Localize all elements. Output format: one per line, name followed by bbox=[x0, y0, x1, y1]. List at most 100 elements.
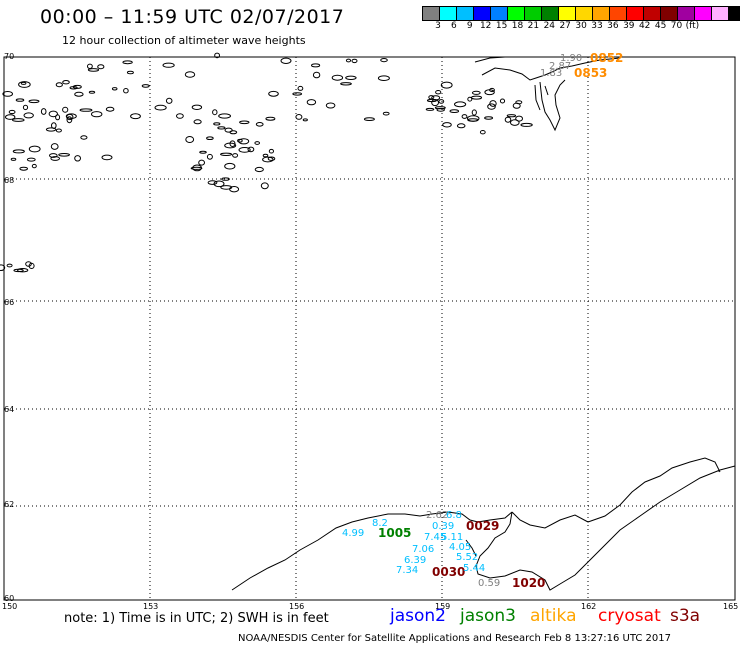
ice-contour bbox=[165, 97, 173, 104]
ice-contour bbox=[229, 186, 240, 193]
colorbar-label: 39 bbox=[623, 21, 635, 31]
ice-contour bbox=[254, 141, 261, 145]
ice-contour bbox=[55, 82, 63, 88]
wave-height-value: 7.45 bbox=[424, 532, 447, 543]
ice-contour bbox=[185, 136, 195, 143]
longitude-label: 156 bbox=[289, 602, 305, 611]
ice-contour bbox=[224, 142, 237, 149]
colorbar-swatch bbox=[694, 6, 712, 21]
ice-contour bbox=[69, 86, 78, 90]
colorbar-label: 70 bbox=[670, 21, 683, 31]
ice-contour bbox=[80, 135, 88, 140]
wave-height-value: 6.39 bbox=[404, 555, 427, 566]
ice-contour bbox=[499, 98, 506, 104]
pass-time-label: 0852 bbox=[590, 51, 624, 65]
ice-contour bbox=[28, 99, 40, 104]
colorbar-swatch bbox=[456, 6, 474, 21]
ice-contour bbox=[91, 111, 103, 118]
ice-contour bbox=[126, 70, 134, 75]
ice-contour bbox=[442, 122, 452, 128]
ice-contour bbox=[74, 91, 84, 97]
ice-contour bbox=[471, 109, 477, 116]
ice-contour bbox=[461, 114, 468, 119]
ice-contour bbox=[345, 75, 357, 81]
colorbar-swatch bbox=[575, 6, 593, 21]
ice-contour bbox=[88, 90, 96, 94]
ice-contour bbox=[25, 261, 32, 267]
ice-contour bbox=[224, 162, 236, 170]
ice-contour bbox=[62, 106, 69, 113]
ice-contour bbox=[212, 109, 218, 116]
colorbar-label: 9 bbox=[466, 21, 473, 31]
legend-cryosat: cryosat bbox=[598, 606, 661, 626]
ice-contour bbox=[340, 82, 352, 86]
ice-contour bbox=[268, 148, 274, 154]
ice-contour bbox=[467, 96, 473, 102]
colorbar-label: 30 bbox=[575, 21, 587, 31]
ice-contour bbox=[87, 63, 93, 70]
ice-contour bbox=[130, 113, 141, 120]
ice-contour bbox=[470, 95, 483, 100]
wave-height-value: 7.06 bbox=[412, 544, 435, 555]
wave-height-value: 5.52 bbox=[456, 552, 479, 563]
ice-contour bbox=[232, 153, 239, 158]
ice-contour bbox=[254, 166, 264, 173]
ice-contour bbox=[20, 81, 27, 85]
legend-jason2: jason2 bbox=[390, 606, 446, 626]
colorbar-swatch bbox=[677, 6, 695, 21]
colorbar-swatch bbox=[524, 6, 542, 21]
ice-contour bbox=[176, 113, 184, 119]
ice-contour bbox=[0, 264, 6, 271]
page-subtitle: 12 hour collection of altimeter wave hei… bbox=[62, 34, 306, 47]
ice-contour bbox=[434, 106, 446, 110]
ice-contour bbox=[48, 110, 58, 118]
longitude-label: 150 bbox=[2, 602, 18, 611]
wave-height-value: 0.39 bbox=[432, 521, 455, 532]
ice-contour bbox=[123, 88, 129, 94]
ice-contour bbox=[5, 114, 16, 120]
ice-contour bbox=[220, 152, 233, 157]
ice-contour bbox=[306, 99, 317, 106]
ice-contour bbox=[122, 60, 133, 65]
ice-contour bbox=[141, 84, 150, 88]
ice-contour bbox=[217, 126, 226, 130]
ice-contour bbox=[50, 143, 59, 150]
ice-contour bbox=[17, 268, 29, 273]
ice-contour bbox=[220, 185, 233, 190]
ice-contour bbox=[239, 120, 250, 125]
ice-contour bbox=[154, 104, 167, 111]
ice-contour bbox=[206, 136, 214, 140]
ice-contour bbox=[487, 103, 496, 110]
ice-contour bbox=[260, 182, 269, 190]
ice-contour bbox=[435, 90, 442, 95]
longitude-label: 162 bbox=[581, 602, 597, 611]
ice-contour bbox=[221, 177, 230, 181]
wave-height-value: 1.90 bbox=[560, 53, 583, 64]
colorbar-swatch bbox=[626, 6, 644, 21]
ice-contour bbox=[520, 122, 533, 127]
colorbar-swatch bbox=[592, 6, 610, 21]
ice-contour bbox=[162, 62, 175, 68]
footer-note: note: 1) Time is in UTC; 2) SWH is in fe… bbox=[64, 611, 329, 626]
ice-contour bbox=[229, 130, 238, 135]
ice-contour bbox=[2, 91, 13, 97]
latitude-label: 64 bbox=[4, 405, 15, 414]
ice-contour bbox=[510, 119, 520, 126]
wave-height-value: 5.44 bbox=[463, 563, 486, 574]
ice-contour bbox=[267, 156, 276, 161]
ice-contour bbox=[247, 146, 255, 153]
ice-contour bbox=[74, 155, 81, 162]
ice-contour bbox=[199, 150, 207, 154]
graticule bbox=[4, 57, 735, 600]
ice-contour bbox=[489, 100, 497, 107]
map-frame bbox=[3, 56, 736, 601]
ice-contour bbox=[224, 127, 233, 133]
ice-contour bbox=[184, 71, 196, 78]
wave-height-value: 7.34 bbox=[396, 565, 419, 576]
wave-height-value: 2.62 bbox=[426, 510, 449, 521]
colorbar-label: 27 bbox=[559, 21, 571, 31]
ice-contour bbox=[297, 85, 304, 91]
ice-contour bbox=[238, 147, 251, 153]
ice-contour bbox=[431, 95, 441, 101]
